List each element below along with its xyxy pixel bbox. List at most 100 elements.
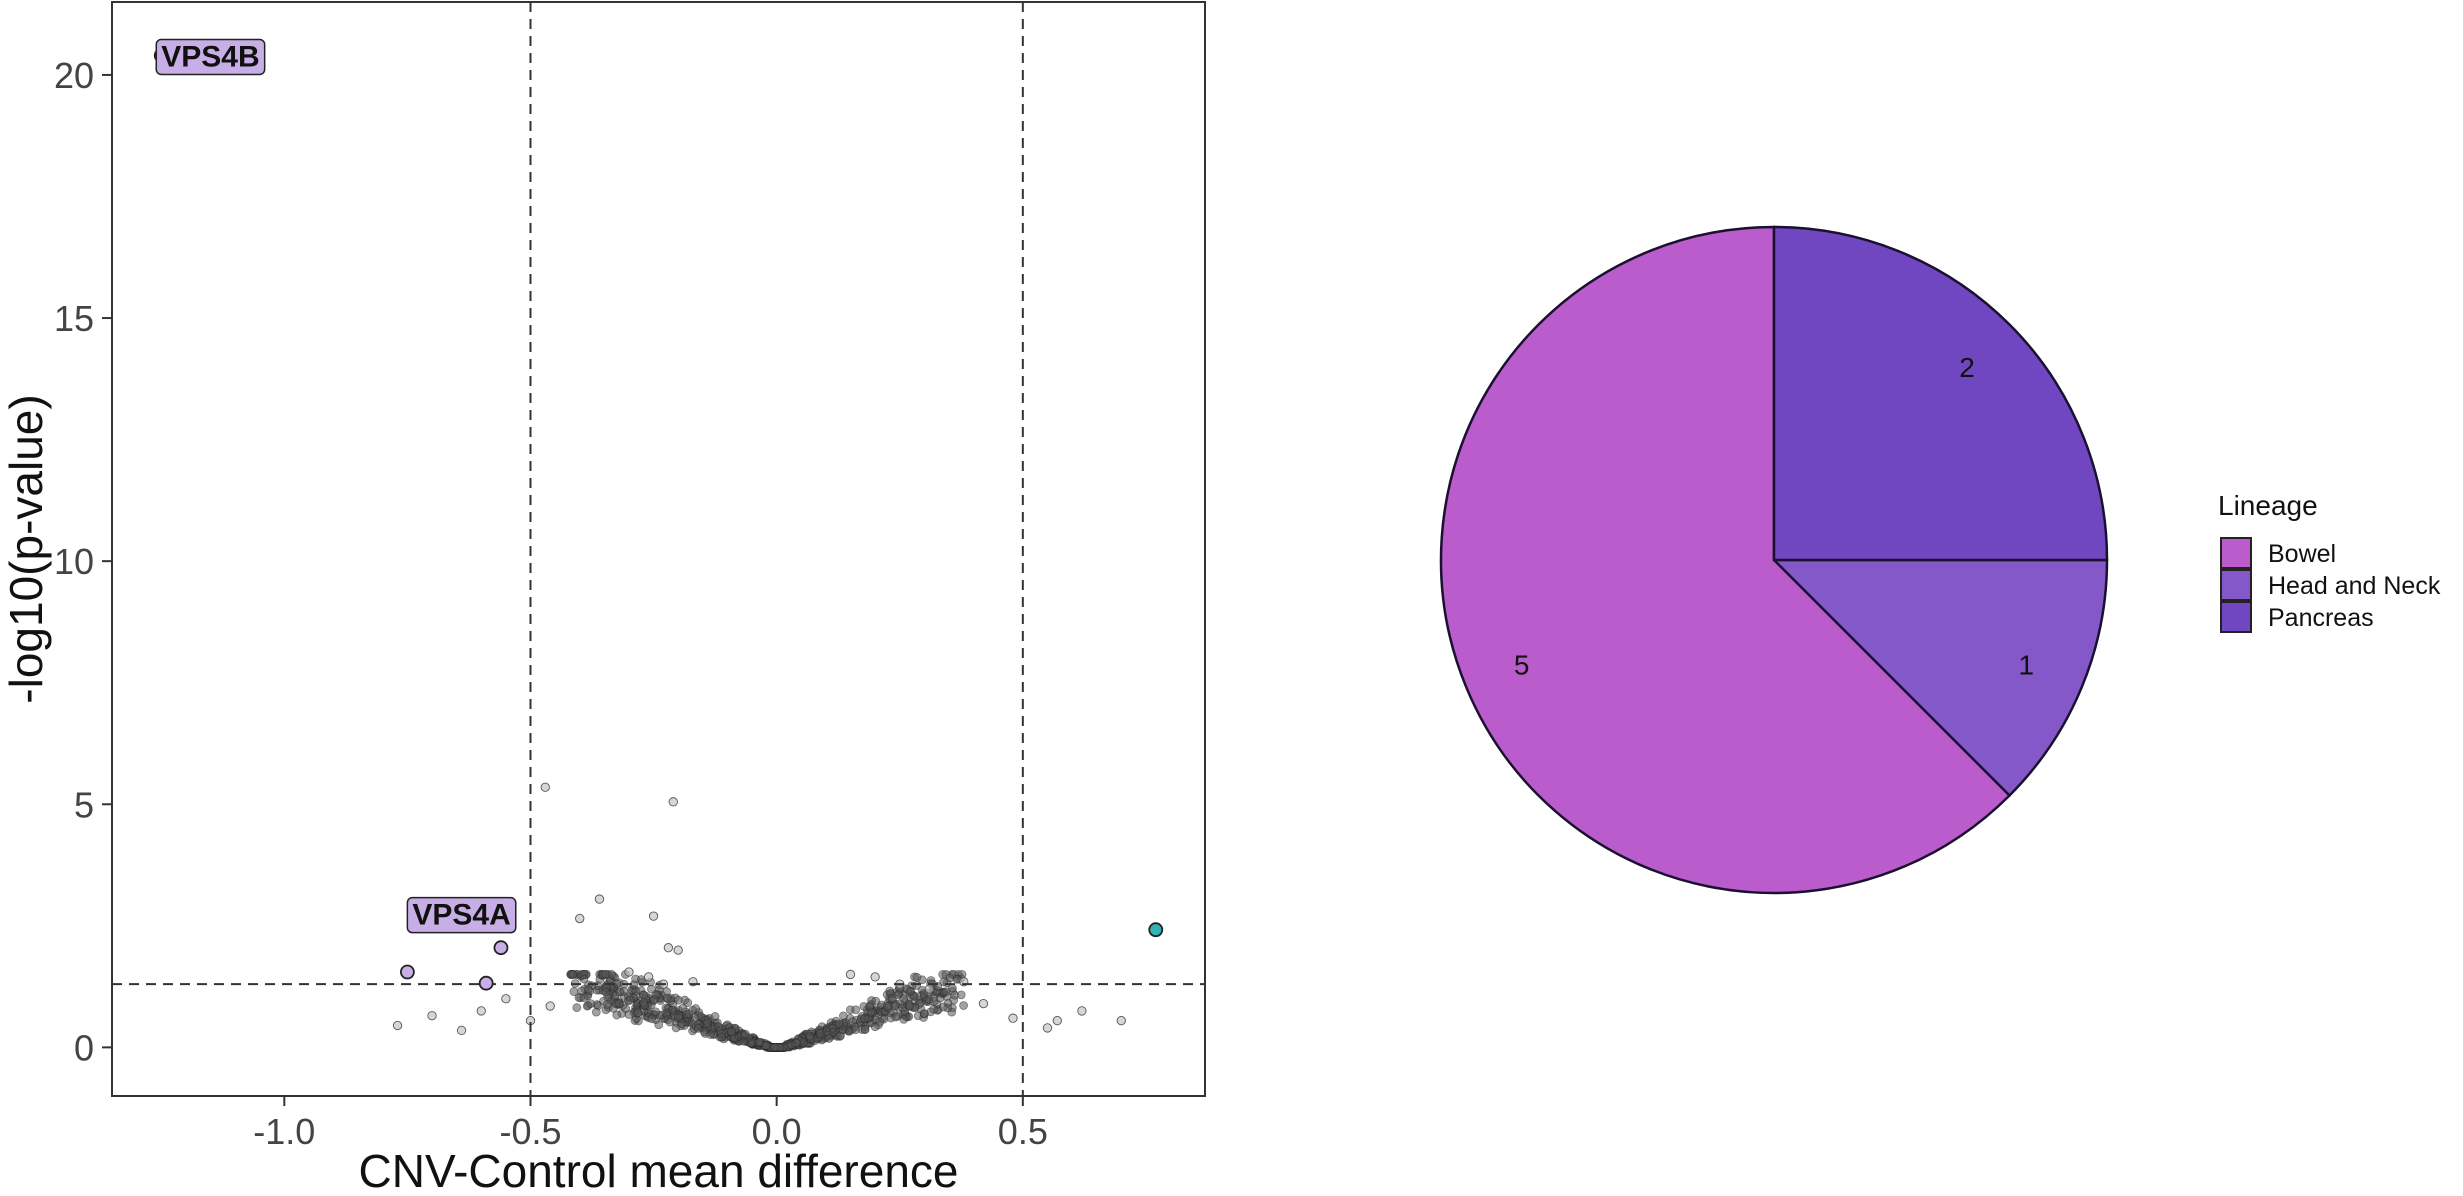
background-point — [610, 991, 620, 1001]
background-point — [727, 1027, 737, 1037]
background-point — [602, 1000, 612, 1009]
volcano-gene-labels: VPS4B VPS4A — [155, 38, 517, 934]
background-outlier-point — [673, 945, 683, 955]
background-outlier-point — [545, 1001, 555, 1011]
background-point — [860, 1014, 870, 1023]
background-point — [761, 1041, 771, 1051]
volcano-y-axis-title: -log10(p-value) — [0, 394, 52, 703]
background-point — [838, 1011, 848, 1021]
gene-label-text: VPS4B — [161, 40, 259, 73]
background-point — [805, 1031, 815, 1041]
y-tick-label: 20 — [54, 55, 94, 96]
lineage-legend: Lineage Bowel Head and Neck Pancreas — [2218, 490, 2441, 633]
background-point — [614, 998, 624, 1008]
background-outlier-point — [594, 894, 605, 904]
background-outlier-point — [1042, 1023, 1053, 1033]
gene-label: VPS4A — [406, 896, 517, 934]
volcano-x-axis-title: CNV-Control mean difference — [359, 1145, 959, 1196]
gene-label-text: VPS4A — [412, 899, 510, 932]
background-point — [834, 1019, 844, 1029]
background-point — [591, 1007, 601, 1017]
volcano-plot: VPS4B VPS4A -1.0 -0.5 0.0 0.5 0 5 10 15 20 CNV-Co… — [0, 1, 1206, 1196]
pie-slice-label: 5 — [1514, 649, 1530, 680]
background-outlier-point — [663, 943, 673, 953]
background-point — [668, 1005, 678, 1015]
downregulated-point — [493, 940, 509, 956]
y-tick-label: 15 — [54, 298, 94, 339]
lineage-pie-chart: 1 5 2 — [1439, 225, 2109, 895]
background-outlier-point — [924, 984, 934, 994]
background-point — [891, 1012, 901, 1022]
background-point — [882, 1001, 892, 1011]
background-point — [639, 998, 649, 1008]
background-point — [586, 999, 596, 1009]
legend-label: Pancreas — [2268, 604, 2374, 632]
background-outlier-point — [845, 969, 856, 980]
background-point — [683, 998, 693, 1008]
background-point — [651, 1007, 660, 1017]
background-point — [601, 987, 611, 997]
background-point — [703, 1018, 712, 1028]
background-point — [787, 1040, 796, 1050]
background-outlier-point — [456, 1025, 467, 1036]
background-outlier-point — [978, 998, 989, 1009]
background-point — [956, 990, 966, 1000]
background-point — [959, 1001, 968, 1010]
background-point — [569, 987, 579, 996]
background-point — [740, 1029, 750, 1039]
volcano-panel-border — [111, 1, 1206, 1097]
volcano-reference-lines — [112, 2, 1205, 1096]
gene-label-box — [406, 896, 517, 934]
background-point — [647, 1014, 657, 1024]
background-outlier-point — [540, 782, 550, 792]
pie-slice-label: 2 — [1959, 352, 1975, 383]
background-point — [929, 997, 939, 1006]
background-point — [754, 1037, 764, 1047]
background-point — [865, 1001, 875, 1011]
background-outlier-point — [870, 972, 880, 982]
background-point — [912, 972, 922, 982]
gene-label: VPS4B — [155, 38, 266, 76]
background-point — [677, 1019, 687, 1028]
background-point — [770, 1042, 780, 1052]
y-tick-label: 0 — [74, 1027, 94, 1068]
background-outlier-point — [501, 994, 511, 1004]
background-point — [662, 993, 672, 1003]
background-point — [929, 1004, 939, 1014]
background-point — [612, 1010, 622, 1020]
background-point — [636, 975, 646, 984]
background-point — [885, 986, 895, 996]
x-tick-label: 0.5 — [998, 1111, 1048, 1152]
background-outlier-point — [1052, 1015, 1062, 1026]
background-outlier-point — [1116, 1015, 1126, 1026]
pie-slices — [1439, 225, 2109, 895]
background-outlier-point — [648, 911, 659, 921]
downregulated-point — [478, 975, 494, 991]
background-outlier-point — [575, 913, 585, 924]
background-outlier-point — [668, 797, 678, 807]
gene-label-box — [155, 38, 266, 76]
legend-label: Bowel — [2268, 540, 2336, 568]
background-point — [572, 1003, 582, 1013]
background-point — [579, 993, 589, 1003]
background-outlier-point — [476, 1006, 486, 1016]
legend-title: Lineage — [2218, 490, 2318, 521]
background-point — [851, 1025, 861, 1035]
background-point — [684, 1009, 694, 1019]
background-point — [717, 1032, 726, 1042]
background-point — [600, 970, 610, 979]
volcano-background-points — [392, 782, 1126, 1052]
background-point — [579, 974, 589, 984]
background-point — [905, 986, 915, 996]
background-point — [649, 995, 659, 1005]
y-tick-label: 5 — [74, 784, 94, 825]
background-point — [693, 1023, 703, 1033]
background-point — [568, 970, 578, 979]
background-point — [875, 1017, 885, 1027]
background-point — [678, 1003, 688, 1013]
background-point — [822, 1027, 832, 1036]
x-tick-label: -0.5 — [499, 1111, 561, 1152]
background-outlier-point — [624, 967, 634, 977]
upregulated-point — [1148, 922, 1164, 938]
